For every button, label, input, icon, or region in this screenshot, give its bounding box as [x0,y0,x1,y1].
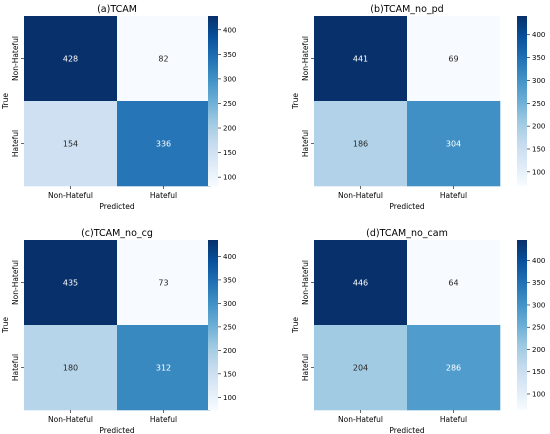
heatmap-panel: (d)TCAM_no_cam 446 64 204 286 Non-Hateful Hate… [291,228,545,434]
heatmap-cell [24,325,118,411]
x-tick-label: Hateful [440,415,467,424]
heatmap-cell [24,16,118,102]
colorbar-tick-label: 100 [223,174,236,182]
cell-value-label: 64 [448,279,458,288]
colorbar-tick-label: 300 [223,75,236,83]
colorbar-tick-label: 400 [532,257,545,265]
colorbar-tick-label: 400 [532,31,545,39]
cell-value-label: 186 [353,140,368,149]
colorbar-tick-label: 100 [532,168,545,176]
heatmap-cell [407,240,501,326]
y-tick-label: Non-Hateful [301,260,310,305]
cell-value-label: 154 [63,140,78,149]
x-tick-label: Non-Hateful [48,191,93,200]
y-tick-label: Hateful [301,130,310,157]
y-tick-label: Hateful [11,130,20,157]
colorbar-tick-label: 400 [223,253,236,261]
colorbar-tick-label: 350 [223,276,236,284]
cell-value-label: 82 [158,55,168,64]
colorbar-tick-label: 200 [532,346,545,354]
chart-title: (b)TCAM_no_pd [370,4,443,15]
heatmap-cell [117,16,211,102]
cell-value-label: 435 [63,279,78,288]
x-tick-label: Hateful [150,191,177,200]
colorbar-tick-label: 350 [532,279,545,287]
y-axis-label: True [291,317,300,334]
x-tick-label: Non-Hateful [48,415,93,424]
cell-value-label: 286 [446,364,461,373]
heatmap-cell [314,101,408,187]
cell-value-label: 336 [156,140,171,149]
y-axis-label: True [291,93,300,110]
colorbar-tick-label: 300 [223,300,236,308]
y-tick-label: Non-Hateful [301,36,310,81]
heatmap-cell [314,240,408,326]
colorbar-tick-label: 300 [532,301,545,309]
heatmap-cell [117,240,211,326]
cell-value-label: 180 [63,364,78,373]
heatmap-cell [314,16,408,102]
colorbar-tick-label: 150 [223,370,236,378]
heatmap-panel: (a)TCAM 428 82 154 336 Non-Hateful Hateful Pred… [1,4,236,211]
cell-value-label: 441 [353,55,368,64]
heatmap-cell [117,325,211,411]
colorbar-tick-label: 300 [532,77,545,85]
colorbar-tick-label: 150 [532,145,545,153]
cell-value-label: 204 [353,364,368,373]
colorbar-tick-label: 150 [223,149,236,157]
cell-value-label: 304 [446,140,461,149]
x-tick-label: Hateful [150,415,177,424]
x-tick-label: Non-Hateful [338,415,383,424]
colorbar-tick-label: 250 [532,100,545,108]
colorbar [208,16,218,186]
colorbar-tick-label: 100 [223,394,236,402]
colorbar-tick-label: 200 [532,123,545,131]
x-tick-label: Hateful [440,191,467,200]
heatmap-cell [407,16,501,102]
colorbar-tick-label: 250 [223,100,236,108]
heatmap-cell [24,101,118,187]
colorbar-tick-label: 150 [532,368,545,376]
cell-value-label: 312 [156,364,171,373]
colorbar-tick-label: 200 [223,347,236,355]
y-tick-label: Non-Hateful [11,260,20,305]
heatmap-cell [117,101,211,187]
heatmap-panel: (c)TCAM_no_cg 435 73 180 312 Non-Hateful Hatef… [1,228,236,434]
y-axis-label: True [1,317,10,334]
chart-title: (c)TCAM_no_cg [81,228,153,239]
cell-value-label: 446 [353,279,368,288]
cell-value-label: 69 [448,55,458,64]
colorbar [517,16,527,186]
x-axis-label: Predicted [99,426,134,434]
cell-value-label: 73 [158,279,168,288]
heatmap-cell [314,325,408,411]
y-tick-label: Non-Hateful [11,36,20,81]
heatmap-cell [24,240,118,326]
y-axis-label: True [1,93,10,110]
cell-value-label: 428 [63,55,78,64]
y-tick-label: Hateful [301,354,310,381]
heatmap-panel: (b)TCAM_no_pd 441 69 186 304 Non-Hateful Hatef… [291,4,545,211]
colorbar-tick-label: 350 [223,51,236,59]
colorbar-tick-label: 100 [532,390,545,398]
colorbar [517,240,527,410]
x-tick-label: Non-Hateful [338,191,383,200]
colorbar-tick-label: 250 [223,323,236,331]
y-tick-label: Hateful [11,354,20,381]
x-axis-label: Predicted [389,426,424,434]
colorbar-tick-label: 400 [223,26,236,34]
colorbar-tick-label: 350 [532,54,545,62]
x-axis-label: Predicted [99,202,134,211]
colorbar-tick-label: 200 [223,125,236,133]
heatmap-cell [407,325,501,411]
colorbar-tick-label: 250 [532,324,545,332]
colorbar [208,240,218,410]
heatmap-cell [407,101,501,187]
chart-title: (d)TCAM_no_cam [366,228,448,239]
chart-title: (a)TCAM [97,4,137,15]
x-axis-label: Predicted [389,202,424,211]
